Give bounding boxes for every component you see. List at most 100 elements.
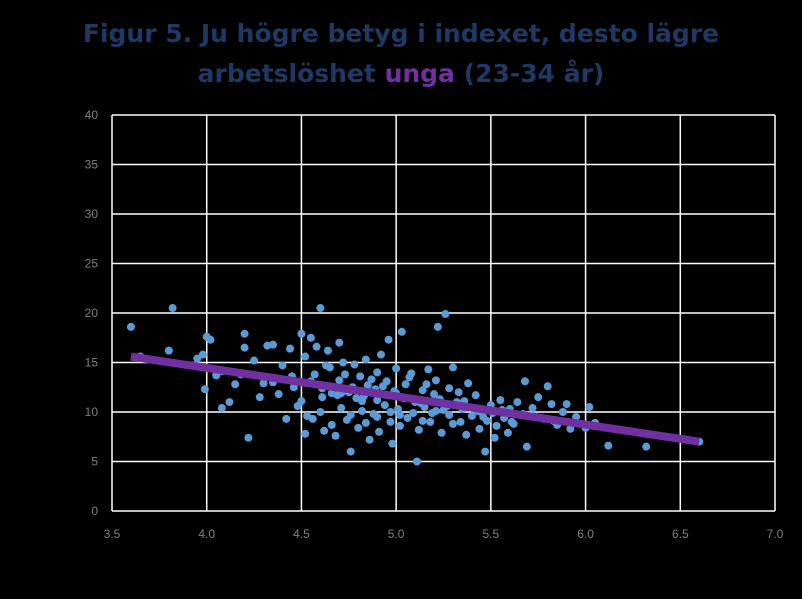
- data-point: [431, 376, 440, 385]
- data-point: [503, 428, 512, 437]
- data-point: [445, 410, 454, 419]
- data-point: [448, 363, 457, 372]
- data-point: [534, 393, 543, 402]
- data-point: [361, 418, 370, 427]
- data-point: [301, 429, 310, 438]
- data-point: [244, 433, 253, 442]
- data-point: [373, 396, 382, 405]
- y-tick-label: 10: [85, 405, 99, 419]
- data-point: [367, 375, 376, 384]
- x-tick-label: 5.5: [483, 527, 500, 541]
- data-point: [375, 427, 384, 436]
- data-point: [282, 414, 291, 423]
- data-point: [403, 413, 412, 422]
- data-point: [528, 404, 537, 413]
- data-point: [363, 381, 372, 390]
- data-point: [337, 404, 346, 413]
- data-point: [418, 416, 427, 425]
- chart-title-highlight: unga: [384, 59, 455, 88]
- chart-title: Figur 5. Ju högre betyg i indexet, desto…: [0, 14, 802, 94]
- x-tick-label: 5.0: [388, 527, 405, 541]
- data-point: [422, 380, 431, 389]
- data-point: [308, 414, 317, 423]
- chart-title-suffix: (23-34 år): [454, 59, 605, 88]
- data-point: [456, 417, 465, 426]
- data-point: [217, 404, 226, 413]
- data-point: [240, 329, 249, 338]
- data-point: [562, 400, 571, 409]
- data-point: [278, 361, 287, 370]
- data-point: [395, 421, 404, 430]
- data-point: [520, 377, 529, 386]
- data-point: [354, 423, 363, 432]
- data-point: [376, 350, 385, 359]
- data-point: [481, 447, 490, 456]
- data-point: [426, 417, 435, 426]
- data-point: [642, 442, 651, 451]
- data-point: [350, 360, 359, 369]
- data-point: [418, 386, 427, 395]
- data-point: [346, 447, 355, 456]
- data-point: [471, 391, 480, 400]
- x-axis-ticks: 3.5 4.0 4.5 5.0 5.5 6.0 6.5 7.0: [104, 527, 784, 541]
- data-point: [316, 304, 325, 313]
- y-tick-label: 40: [85, 108, 99, 122]
- data-point: [424, 365, 433, 374]
- data-point: [441, 309, 450, 318]
- data-point: [286, 344, 295, 353]
- trend-line: [130, 352, 700, 446]
- y-tick-label: 25: [85, 257, 99, 271]
- data-point: [198, 350, 207, 359]
- data-point: [339, 358, 348, 367]
- data-point: [323, 346, 332, 355]
- data-point: [490, 433, 499, 442]
- data-point: [358, 397, 367, 406]
- data-point: [433, 322, 442, 331]
- data-point: [335, 376, 344, 385]
- data-point: [566, 424, 575, 433]
- y-axis-ticks: 0 5 10 15 20 25 30 35 40: [85, 108, 99, 518]
- data-point: [386, 417, 395, 426]
- data-point: [448, 419, 457, 428]
- data-point: [206, 335, 215, 344]
- data-point: [585, 403, 594, 412]
- y-tick-label: 20: [85, 306, 99, 320]
- data-point: [414, 425, 423, 434]
- x-tick-label: 6.0: [577, 527, 594, 541]
- data-point: [430, 390, 439, 399]
- data-point: [297, 329, 306, 338]
- data-point: [475, 424, 484, 433]
- data-point: [358, 407, 367, 416]
- data-point: [193, 354, 202, 363]
- data-point: [346, 410, 355, 419]
- data-point: [496, 396, 505, 405]
- data-point: [312, 342, 321, 351]
- trend-line-group: [130, 352, 700, 446]
- data-point: [269, 340, 278, 349]
- data-point: [240, 343, 249, 352]
- data-point: [547, 400, 556, 409]
- data-point: [409, 408, 418, 417]
- x-tick-label: 3.5: [104, 527, 121, 541]
- data-point: [464, 379, 473, 388]
- chart-grid: [111, 114, 776, 512]
- data-point: [318, 393, 327, 402]
- data-point: [604, 441, 613, 450]
- data-point: [397, 327, 406, 336]
- chart-title-line2: arbetslöshet unga (23-34 år): [0, 54, 802, 94]
- data-point: [259, 379, 268, 388]
- data-point: [507, 417, 516, 426]
- data-point: [431, 407, 440, 416]
- data-point: [297, 397, 306, 406]
- y-tick-label: 0: [91, 504, 98, 518]
- chart-title-line1: Figur 5. Ju högre betyg i indexet, desto…: [82, 19, 720, 48]
- data-point: [479, 412, 488, 421]
- data-point: [164, 346, 173, 355]
- data-point: [331, 431, 340, 440]
- y-tick-label: 15: [85, 356, 99, 370]
- x-tick-label: 6.5: [672, 527, 689, 541]
- data-point: [373, 412, 382, 421]
- data-point: [255, 393, 264, 402]
- data-point: [513, 398, 522, 407]
